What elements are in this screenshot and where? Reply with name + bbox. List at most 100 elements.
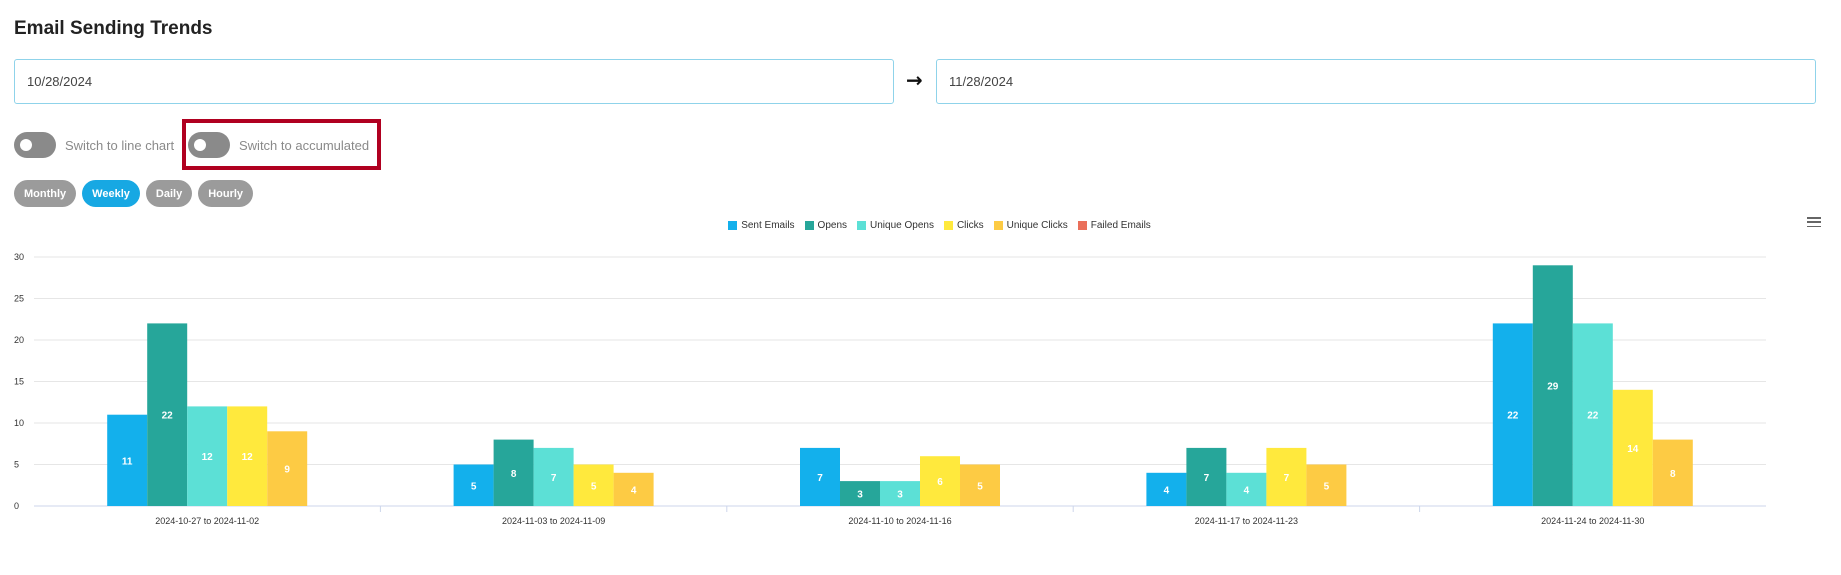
legend-label: Unique Opens [870, 220, 934, 231]
bar-data-label: 7 [1284, 473, 1290, 484]
bar-data-label: 7 [1204, 473, 1210, 484]
bar [267, 431, 308, 506]
bar [880, 481, 920, 506]
bar-data-label: 8 [1670, 469, 1676, 480]
page-title: Email Sending Trends [14, 18, 213, 39]
bar-data-label: 9 [284, 465, 290, 476]
accumulated-toggle-row: Switch to accumulated [188, 131, 369, 159]
period-button-group: Monthly Weekly Daily Hourly [14, 180, 254, 207]
bar-data-label: 29 [1547, 382, 1559, 393]
bar-data-label: 7 [817, 473, 823, 484]
bar-data-label: 6 [937, 477, 943, 488]
legend-swatch [993, 221, 1003, 230]
start-date-input[interactable] [14, 59, 894, 104]
chart-legend: Sent Emails Opens Unique Opens Clicks Unique… [0, 220, 1841, 231]
legend-swatch [943, 221, 953, 230]
bar-data-label: 4 [631, 485, 637, 496]
bar [107, 414, 148, 506]
legend-item[interactable]: Opens [804, 220, 848, 231]
end-date-input[interactable] [936, 59, 1816, 104]
accumulated-toggle-label: Switch to accumulated [239, 137, 370, 153]
bar [573, 464, 614, 506]
hourly-button[interactable]: Hourly [198, 180, 254, 207]
legend-label: Opens [817, 220, 848, 231]
bar [1146, 472, 1187, 506]
weekly-button[interactable]: Weekly [82, 180, 140, 207]
bar [1266, 447, 1307, 506]
switch-knob [20, 139, 32, 151]
legend-label: Sent Emails [741, 220, 795, 231]
bar-data-label: 22 [1587, 411, 1599, 422]
y-tick-label: 0 [14, 501, 19, 511]
bar-data-label: 11 [122, 456, 133, 467]
legend-swatch [857, 221, 867, 230]
legend-label: Unique Clicks [1006, 220, 1068, 231]
accumulated-switch[interactable] [188, 132, 230, 158]
bar [1612, 389, 1653, 506]
legend-item[interactable]: Sent Emails [728, 220, 795, 231]
y-tick-label: 15 [14, 377, 24, 387]
legend-label: Failed Emails [1090, 220, 1151, 231]
hamburger-menu-icon[interactable] [1806, 215, 1822, 229]
bar [533, 447, 574, 506]
bar-data-label: 14 [1627, 444, 1639, 455]
bar-data-label: 5 [591, 481, 597, 492]
y-tick-label: 5 [14, 460, 19, 470]
bar [1532, 265, 1573, 506]
x-tick-label: 2024-11-10 to 2024-11-16 [848, 516, 951, 526]
bar [147, 323, 188, 506]
line-chart-toggle-label: Switch to line chart [65, 137, 175, 153]
bar [960, 464, 1000, 506]
y-tick-label: 25 [14, 294, 24, 304]
bar [1652, 439, 1693, 506]
bar [1572, 323, 1613, 506]
bar-data-label: 12 [202, 452, 214, 463]
legend-item[interactable]: Clicks [943, 220, 984, 231]
switch-knob [194, 139, 206, 151]
bar [1306, 464, 1347, 506]
bar [493, 439, 534, 506]
x-tick-label: 2024-11-24 to 2024-11-30 [1541, 516, 1644, 526]
bar-data-label: 7 [551, 473, 557, 484]
daily-button[interactable]: Daily [145, 180, 193, 207]
bar-data-label: 4 [1164, 485, 1170, 496]
x-tick-label: 2024-11-03 to 2024-11-09 [502, 516, 605, 526]
bar-data-label: 12 [242, 452, 254, 463]
bar-data-label: 22 [162, 411, 174, 422]
x-tick-label: 2024-10-27 to 2024-11-02 [155, 516, 259, 526]
arrow-right-icon: → [906, 68, 923, 92]
legend-item[interactable]: Failed Emails [1077, 220, 1151, 231]
bar-data-label: 5 [977, 481, 983, 492]
bar [613, 472, 654, 506]
bar [840, 481, 880, 506]
legend-item[interactable]: Unique Clicks [993, 220, 1068, 231]
bar [1186, 447, 1227, 506]
legend-swatch [1077, 221, 1087, 230]
legend-label: Clicks [956, 220, 984, 231]
x-tick-label: 2024-11-17 to 2024-11-23 [1195, 516, 1298, 526]
y-tick-label: 30 [14, 252, 24, 262]
bar [453, 464, 494, 506]
bar-data-label: 3 [857, 490, 863, 501]
legend-swatch [804, 221, 814, 230]
legend-item[interactable]: Unique Opens [857, 220, 934, 231]
bar-data-label: 22 [1507, 411, 1519, 422]
line-chart-toggle-row: Switch to line chart [14, 131, 174, 159]
monthly-button[interactable]: Monthly [14, 180, 77, 207]
bar [227, 406, 268, 506]
bar [920, 456, 960, 506]
highlight-box [182, 119, 381, 170]
bar-data-label: 4 [1244, 485, 1250, 496]
bar [1492, 323, 1533, 506]
bar-data-label: 5 [1324, 481, 1330, 492]
bar-data-label: 3 [897, 490, 903, 501]
bar [1226, 472, 1267, 506]
y-tick-label: 10 [14, 418, 24, 428]
bar-data-label: 5 [471, 481, 477, 492]
y-tick-label: 20 [14, 335, 24, 345]
bar-data-label: 8 [511, 469, 517, 480]
legend-swatch [728, 221, 738, 230]
line-chart-switch[interactable] [14, 132, 56, 158]
bar [800, 447, 840, 506]
